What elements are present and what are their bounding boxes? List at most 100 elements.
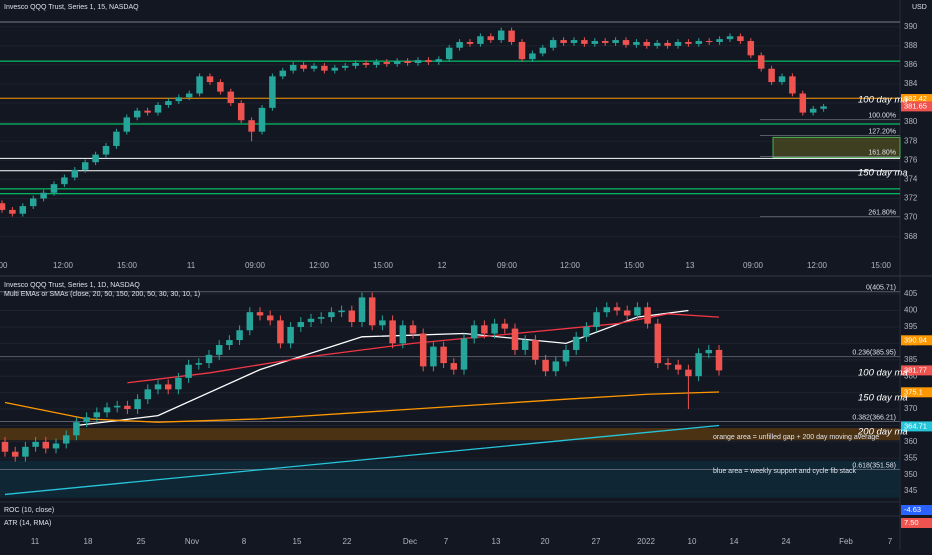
candle-body <box>799 93 807 113</box>
candle-body <box>737 36 744 42</box>
candle-body <box>532 340 539 360</box>
candle-body <box>328 312 335 318</box>
x-tick-label: Dec <box>403 537 417 546</box>
x-tick-label: 27 <box>592 537 601 546</box>
candle-body <box>591 41 599 44</box>
fib-label: 0.618(351.58) <box>852 462 896 469</box>
candle-body <box>124 405 131 410</box>
fib-label: 161.80% <box>868 149 896 156</box>
candle-body <box>338 310 345 313</box>
candle-body <box>622 40 630 45</box>
candle-body <box>62 435 70 444</box>
candle-body <box>820 106 827 109</box>
candle-body <box>508 30 515 42</box>
indicator-tag <box>901 518 932 528</box>
y-tick-label: 345 <box>904 486 918 495</box>
candle-body <box>664 363 672 365</box>
candle-body <box>19 206 27 214</box>
annotation: 100 day ma <box>858 95 908 106</box>
price-tag <box>901 365 932 376</box>
candle-body <box>593 312 600 327</box>
y-tick-label: 368 <box>904 232 918 241</box>
candle-body <box>215 345 223 355</box>
candle-body <box>154 384 162 390</box>
y-tick-label: 380 <box>904 117 918 126</box>
candle-body <box>497 30 505 41</box>
y-tick-label: 374 <box>904 174 918 183</box>
candle-body <box>195 363 203 365</box>
candle-body <box>123 117 131 132</box>
price-tag-label: 381.65 <box>904 101 927 110</box>
candle-body <box>352 62 359 66</box>
annotation: 150 day ma <box>858 168 908 179</box>
x-tick-label: 22 <box>343 537 352 546</box>
candle-body <box>778 76 786 83</box>
price-tag-label: 381.77 <box>904 365 927 374</box>
candle-body <box>269 76 276 108</box>
x-tick-label: 25 <box>137 537 146 546</box>
fib-label: 0.382(366.21) <box>852 414 896 421</box>
y-tick-label: 384 <box>904 79 918 88</box>
candle-body <box>643 41 651 46</box>
y-tick-label: 355 <box>904 453 918 462</box>
candle-body <box>134 399 141 410</box>
candle-body <box>248 120 255 132</box>
candle-body <box>789 76 796 94</box>
candle-body <box>511 328 519 350</box>
moving-average <box>4 424 720 496</box>
candle-body <box>362 62 370 65</box>
candle-body <box>613 307 621 311</box>
candle-body <box>42 441 50 449</box>
candle-body <box>539 47 547 54</box>
candle-body <box>716 39 723 42</box>
candle-body <box>481 325 488 334</box>
candle-body <box>491 323 498 334</box>
candle-body <box>644 307 651 324</box>
zone <box>0 460 900 498</box>
candle-body <box>570 40 578 43</box>
candle-body <box>521 340 529 350</box>
candle-body <box>310 65 318 69</box>
annotation: blue area = weekly support and cycle fib… <box>713 468 856 475</box>
candle-body <box>633 41 640 45</box>
price-tag-label: 375.1 <box>904 387 923 396</box>
candle-body <box>341 65 349 68</box>
indicator-name: ATR (14, RMA) <box>4 520 51 527</box>
candle-body <box>450 363 458 370</box>
y-tick-label: 376 <box>904 155 918 164</box>
candle-body <box>196 76 203 94</box>
candle-body <box>654 323 662 364</box>
x-tick-label: 15 <box>293 537 302 546</box>
indicator-name: ROC (10, close) <box>4 507 54 514</box>
candle-body <box>572 336 580 350</box>
annotation: 150 day ma <box>858 393 908 404</box>
x-tick-label: 18 <box>84 537 93 546</box>
fib-label: 0.236(385.95) <box>852 350 896 357</box>
x-tick-label: 2022 <box>637 537 655 546</box>
candle-body <box>246 312 254 331</box>
candle-body <box>73 422 80 436</box>
candle-body <box>144 389 152 400</box>
x-tick-label: 20 <box>541 537 550 546</box>
zone <box>772 136 901 158</box>
candle-body <box>9 209 16 214</box>
candle-body <box>164 384 172 390</box>
chart-subtitle: Multi EMAs or SMAs (close, 20, 50, 150, … <box>4 291 200 298</box>
candle-body <box>757 55 765 69</box>
x-tick-label: 12:00 <box>560 261 581 270</box>
x-tick-label: 09:00 <box>497 261 518 270</box>
y-tick-label: 388 <box>904 41 918 50</box>
price-tag <box>901 335 932 346</box>
y-tick-label: 350 <box>904 470 918 479</box>
candle-body <box>623 310 631 316</box>
chart-title: Invesco QQQ Trust, Series 1, 1D, NASDAQ <box>4 282 140 289</box>
candle-body <box>768 68 775 83</box>
annotation: orange area = unfilled gap + 200 day mov… <box>713 434 879 441</box>
candle-body <box>379 320 386 326</box>
x-tick-label: 13 <box>686 261 695 270</box>
candle-body <box>383 62 391 64</box>
x-tick-label: 7 <box>888 537 893 546</box>
candle-body <box>32 441 39 447</box>
candle-body <box>287 326 294 344</box>
